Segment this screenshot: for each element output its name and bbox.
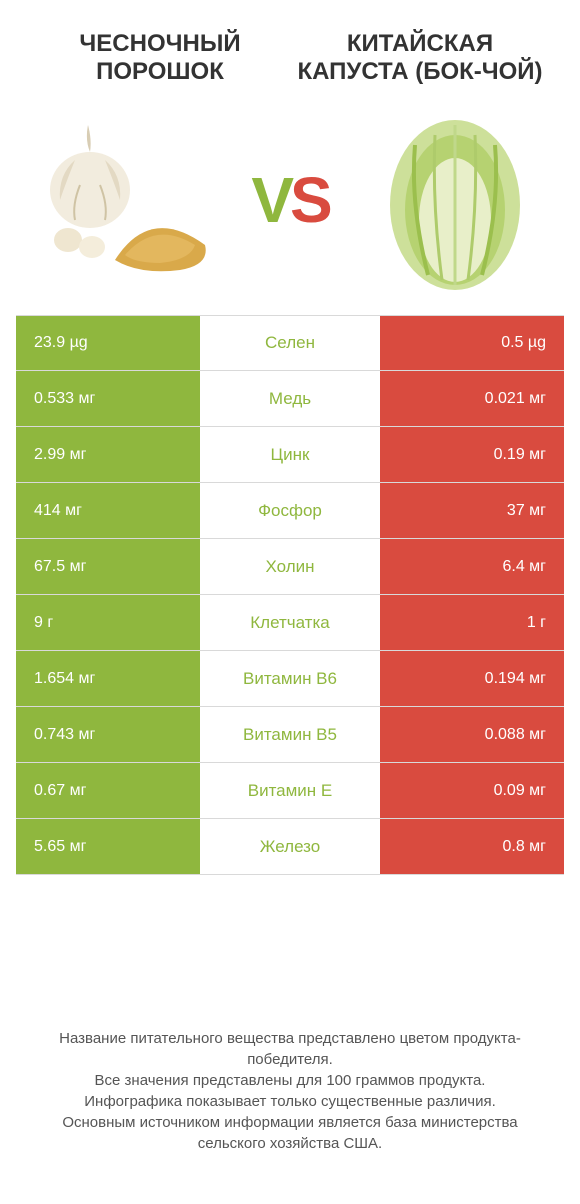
- left-value: 2.99 мг: [16, 427, 200, 482]
- right-product-image: [360, 105, 550, 295]
- left-product-title: ЧЕСНОЧНЫЙ ПОРОШОК: [30, 30, 290, 85]
- nutrient-row: 0.533 мгМедь0.021 мг: [16, 371, 564, 427]
- nutrient-table: 23.9 µgСелен0.5 µg0.533 мгМедь0.021 мг2.…: [0, 315, 580, 875]
- right-value: 0.021 мг: [380, 371, 564, 426]
- footer-line-2: Все значения представлены для 100 граммо…: [30, 1070, 550, 1091]
- left-value: 9 г: [16, 595, 200, 650]
- nutrient-name: Железо: [200, 819, 380, 874]
- right-value: 6.4 мг: [380, 539, 564, 594]
- nutrient-row: 9 гКлетчатка1 г: [16, 595, 564, 651]
- footer-line-3: Инфографика показывает только существенн…: [30, 1091, 550, 1112]
- nutrient-name: Витамин E: [200, 763, 380, 818]
- left-value: 1.654 мг: [16, 651, 200, 706]
- left-product-image: [30, 105, 220, 295]
- right-value: 0.8 мг: [380, 819, 564, 874]
- nutrient-name: Селен: [200, 316, 380, 370]
- right-value: 1 г: [380, 595, 564, 650]
- nutrient-row: 2.99 мгЦинк0.19 мг: [16, 427, 564, 483]
- nutrient-row: 0.67 мгВитамин E0.09 мг: [16, 763, 564, 819]
- right-value: 0.5 µg: [380, 316, 564, 370]
- nutrient-row: 67.5 мгХолин6.4 мг: [16, 539, 564, 595]
- left-value: 23.9 µg: [16, 316, 200, 370]
- footer-notes: Название питательного вещества представл…: [0, 988, 580, 1204]
- nutrient-row: 0.743 мгВитамин B50.088 мг: [16, 707, 564, 763]
- right-product-title: КИТАЙСКАЯ КАПУСТА (БОК-ЧОЙ): [290, 30, 550, 85]
- nutrient-name: Фосфор: [200, 483, 380, 538]
- nutrient-row: 23.9 µgСелен0.5 µg: [16, 315, 564, 371]
- nutrient-name: Холин: [200, 539, 380, 594]
- left-value: 0.67 мг: [16, 763, 200, 818]
- left-value: 0.743 мг: [16, 707, 200, 762]
- nutrient-name: Цинк: [200, 427, 380, 482]
- right-value: 0.19 мг: [380, 427, 564, 482]
- left-value: 414 мг: [16, 483, 200, 538]
- right-value: 37 мг: [380, 483, 564, 538]
- footer-line-1: Название питательного вещества представл…: [30, 1028, 550, 1070]
- nutrient-row: 1.654 мгВитамин B60.194 мг: [16, 651, 564, 707]
- nutrient-row: 5.65 мгЖелезо0.8 мг: [16, 819, 564, 875]
- right-value: 0.194 мг: [380, 651, 564, 706]
- left-value: 5.65 мг: [16, 819, 200, 874]
- nutrient-name: Витамин B6: [200, 651, 380, 706]
- right-value: 0.09 мг: [380, 763, 564, 818]
- images-row: VS: [0, 95, 580, 315]
- left-value: 67.5 мг: [16, 539, 200, 594]
- nutrient-name: Витамин B5: [200, 707, 380, 762]
- left-value: 0.533 мг: [16, 371, 200, 426]
- vs-label: VS: [251, 163, 328, 237]
- footer-line-4: Основным источником информации является …: [30, 1112, 550, 1154]
- header: ЧЕСНОЧНЫЙ ПОРОШОК КИТАЙСКАЯ КАПУСТА (БОК…: [0, 0, 580, 95]
- right-value: 0.088 мг: [380, 707, 564, 762]
- vs-v: V: [251, 164, 290, 236]
- nutrient-name: Медь: [200, 371, 380, 426]
- vs-s: S: [290, 164, 329, 236]
- nutrient-row: 414 мгФосфор37 мг: [16, 483, 564, 539]
- nutrient-name: Клетчатка: [200, 595, 380, 650]
- infographic-container: ЧЕСНОЧНЫЙ ПОРОШОК КИТАЙСКАЯ КАПУСТА (БОК…: [0, 0, 580, 1204]
